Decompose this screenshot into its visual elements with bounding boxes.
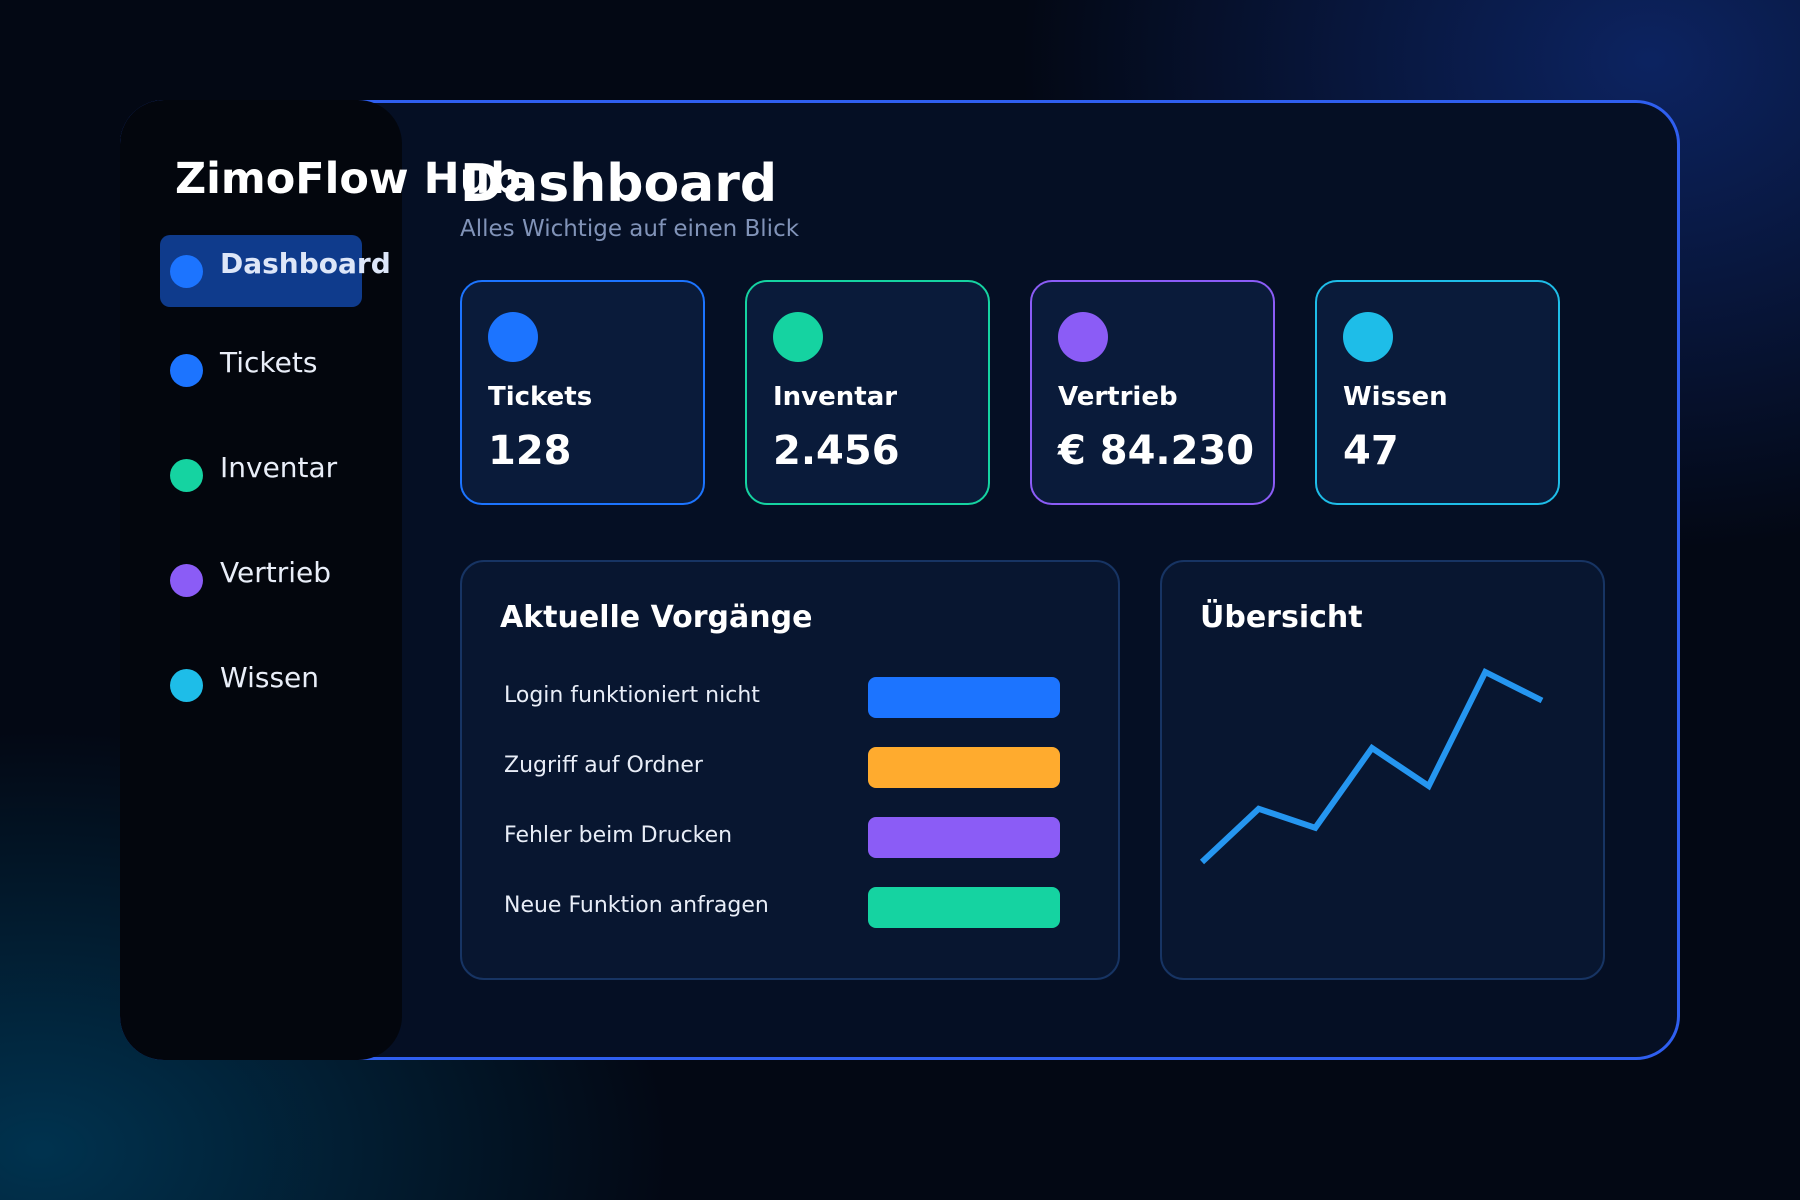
- sidebar-item-label: Tickets: [220, 346, 318, 379]
- list-item[interactable]: Zugriff auf Ordner: [504, 745, 1084, 789]
- stat-value: 47: [1343, 428, 1399, 474]
- tickets-dot-icon: [170, 354, 203, 387]
- stat-value: 128: [488, 428, 572, 474]
- overview-panel: Übersicht: [1160, 560, 1605, 980]
- task-label: Zugriff auf Ordner: [504, 753, 703, 778]
- sidebar-item-label: Vertrieb: [220, 556, 331, 589]
- task-label: Login funktioniert nicht: [504, 683, 760, 708]
- sidebar-item-wissen[interactable]: Wissen: [160, 649, 362, 721]
- stat-label: Vertrieb: [1058, 382, 1178, 412]
- status-badge[interactable]: [868, 747, 1060, 788]
- page-title: Dashboard: [460, 154, 778, 214]
- status-badge[interactable]: [868, 817, 1060, 858]
- sidebar-item-label: Wissen: [220, 661, 319, 694]
- vertrieb-dot-icon: [1058, 312, 1108, 362]
- list-item[interactable]: Fehler beim Drucken: [504, 815, 1084, 859]
- status-badge[interactable]: [868, 887, 1060, 928]
- stat-card-vertrieb[interactable]: Vertrieb € 84.230: [1030, 280, 1275, 505]
- task-label: Neue Funktion anfragen: [504, 893, 769, 918]
- sidebar-item-dashboard[interactable]: Dashboard: [160, 235, 391, 307]
- inventar-dot-icon: [170, 459, 203, 492]
- list-item[interactable]: Neue Funktion anfragen: [504, 885, 1084, 929]
- sidebar-item-label: Dashboard: [220, 247, 391, 280]
- dashboard-dot-icon: [170, 255, 203, 288]
- task-label: Fehler beim Drucken: [504, 823, 733, 848]
- status-badge[interactable]: [868, 677, 1060, 718]
- stat-label: Inventar: [773, 382, 898, 412]
- stat-value: € 84.230: [1058, 428, 1255, 474]
- stat-card-wissen[interactable]: Wissen 47: [1315, 280, 1560, 505]
- stat-value: 2.456: [773, 428, 900, 474]
- activity-panel-title: Aktuelle Vorgänge: [500, 600, 813, 635]
- stat-card-inventar[interactable]: Inventar 2.456: [745, 280, 990, 505]
- sidebar-item-vertrieb[interactable]: Vertrieb: [160, 544, 362, 616]
- activity-panel: Aktuelle Vorgänge Login funktioniert nic…: [460, 560, 1120, 980]
- inventar-dot-icon: [773, 312, 823, 362]
- sidebar-item-tickets[interactable]: Tickets: [160, 334, 362, 406]
- wissen-dot-icon: [1343, 312, 1393, 362]
- overview-line-chart: [1199, 667, 1544, 865]
- tickets-dot-icon: [488, 312, 538, 362]
- stat-label: Tickets: [488, 382, 593, 412]
- page-subtitle: Alles Wichtige auf einen Blick: [460, 216, 800, 242]
- stat-label: Wissen: [1343, 382, 1448, 412]
- list-item[interactable]: Login funktioniert nicht: [504, 675, 1084, 719]
- sidebar-item-label: Inventar: [220, 451, 338, 484]
- wissen-dot-icon: [170, 669, 203, 702]
- series-line: [1199, 667, 1544, 865]
- app-brand: ZimoFlow Hub: [175, 154, 521, 204]
- vertrieb-dot-icon: [170, 564, 203, 597]
- sidebar-item-inventar[interactable]: Inventar: [160, 439, 362, 511]
- stat-card-tickets[interactable]: Tickets 128: [460, 280, 705, 505]
- overview-panel-title: Übersicht: [1200, 600, 1363, 635]
